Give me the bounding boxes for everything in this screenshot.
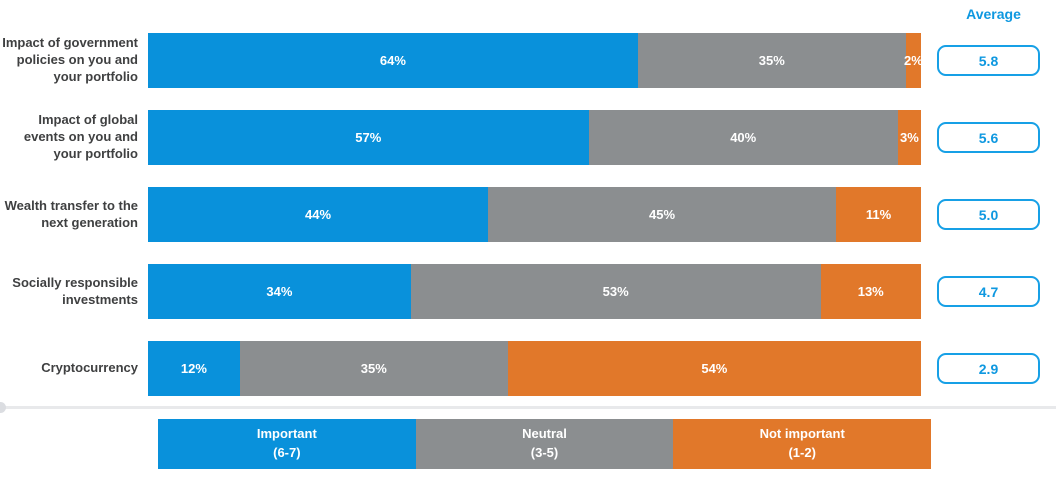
average-column: 5.8 [921,45,1056,76]
segment-value-label: 57% [355,130,382,145]
row-label: Cryptocurrency [41,360,138,376]
chart-row: Socially responsible investments 34% 53%… [0,264,1056,319]
chart-rows: Impact of government policies on you and… [0,33,1056,396]
bar-segment-not-important: 13% [820,264,921,319]
stacked-bar: 44% 45% 11% [148,187,921,242]
segment-value-label: 40% [730,130,757,145]
legend-item-important: Important (6-7) [158,419,416,469]
row-label: Socially responsible investments [12,274,138,307]
chart-header-row: Average [0,6,1056,33]
stacked-bar: 34% 53% 13% [148,264,921,319]
chart-row: Impact of government policies on you and… [0,33,1056,88]
divider-drag-handle[interactable] [0,402,6,413]
legend-label: Important [256,426,317,442]
segment-value-label: 3% [900,130,919,145]
average-box: 5.8 [937,45,1040,76]
legend-spacer [931,419,1056,469]
legend-item-neutral: Neutral (3-5) [415,419,674,469]
average-value: 5.0 [978,206,999,223]
segment-value-label: 64% [379,53,406,68]
bar-segment-important: 57% [148,110,589,165]
segment-value-label: 2% [903,53,923,68]
legend-item-not-important: Not important (1-2) [673,419,932,469]
bar-segment-not-important: 2% [903,33,923,88]
legend: Important (6-7) Neutral (3-5) Not import… [0,419,1056,469]
segment-value-label: 53% [602,284,629,299]
chart-row: Impact of global events on you and your … [0,110,1056,165]
average-value: 5.6 [978,129,999,146]
average-column: 2.9 [921,353,1056,384]
segment-value-label: 13% [857,284,884,299]
chart-row: Wealth transfer to the next generation 4… [0,187,1056,242]
segment-value-label: 35% [758,53,785,68]
average-box: 5.0 [937,199,1040,230]
bar-segment-not-important: 11% [835,187,921,242]
legend-items: Important (6-7) Neutral (3-5) Not import… [158,419,932,469]
average-column: 5.6 [921,122,1056,153]
average-value: 4.7 [978,283,999,300]
header-spacer [0,6,931,33]
bar-segment-important: 64% [148,33,638,88]
average-column: 5.0 [921,199,1056,230]
legend-range: (6-7) [273,445,301,460]
legend-range: (1-2) [788,445,816,460]
stacked-bar: 57% 40% 3% [148,110,921,165]
average-box: 2.9 [937,353,1040,384]
segment-value-label: 12% [180,361,207,376]
average-box: 4.7 [937,276,1040,307]
chart-row: Cryptocurrency 12% 35% 54% 2.9 [0,341,1056,396]
row-label: Impact of global events on you and your … [23,112,138,161]
segment-value-label: 35% [360,361,387,376]
segment-value-label: 11% [865,207,892,222]
divider [0,402,1056,413]
bar-segment-not-important: 3% [897,110,921,165]
bar-segment-neutral: 35% [239,341,508,396]
bar-segment-neutral: 40% [588,110,898,165]
bar-segment-not-important: 54% [507,341,921,396]
bar-segment-important: 34% [148,264,411,319]
segment-value-label: 44% [305,207,332,222]
bar-segment-important: 44% [148,187,489,242]
legend-range: (3-5) [530,445,559,460]
average-value: 2.9 [978,360,999,377]
bar-segment-neutral: 45% [488,187,836,242]
legend-spacer [0,419,158,469]
row-label: Impact of government policies on you and… [2,35,138,84]
average-column: 4.7 [921,276,1056,307]
legend-label: Not important [759,426,845,442]
average-box: 5.6 [937,122,1040,153]
average-column-header: Average [966,6,1021,22]
row-label: Wealth transfer to the next generation [4,197,138,230]
stacked-bar: 64% 35% 2% [148,33,923,88]
segment-value-label: 54% [701,361,728,376]
segment-value-label: 34% [266,284,293,299]
stacked-bar: 12% 35% 54% [148,341,921,396]
bar-segment-neutral: 35% [637,33,906,88]
bar-segment-important: 12% [148,341,240,396]
divider-line [0,406,1056,409]
segment-value-label: 45% [649,207,676,222]
average-value: 5.8 [978,52,999,69]
legend-label: Neutral [522,426,567,442]
bar-segment-neutral: 53% [410,264,821,319]
